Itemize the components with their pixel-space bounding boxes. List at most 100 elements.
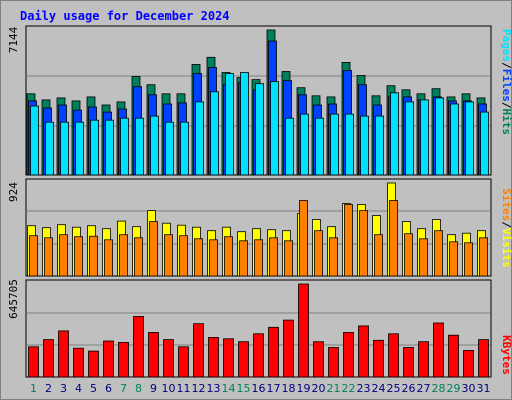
bar-kbytes-day-16 [253,333,264,378]
bar-kbytes-day-29 [448,334,459,378]
bar-pages-day-7 [120,117,129,176]
x-tick-label-day-4: 4 [75,382,82,395]
bar-kbytes-day-4 [73,347,84,378]
x-tick-label-day-19: 19 [297,382,311,395]
visits-sites-bars [27,182,490,277]
x-tick-label-day-5: 5 [90,382,97,395]
x-tick-label-day-13: 13 [207,382,221,395]
x-tick-label-day-27: 27 [417,382,431,395]
bar-pages-day-14 [225,73,234,176]
visits-sites-legend: Sites/Visits [500,188,512,268]
hits-files-pages-legend: Pages/Files/Hits [500,29,512,135]
hits-files-pages-ymax-label: 7144 [7,26,20,53]
bar-kbytes-day-23 [358,325,369,378]
bar-sites-day-7 [119,234,128,277]
bar-pages-day-19 [300,113,309,176]
legend-hits: Hits [500,109,512,136]
bar-kbytes-day-31 [478,339,489,378]
bar-kbytes-day-10 [163,339,174,378]
bar-sites-day-23 [359,210,368,277]
bar-sites-day-11 [179,235,188,277]
x-tick-label-day-3: 3 [60,382,67,395]
bar-kbytes-day-25 [388,333,399,378]
bar-sites-day-9 [149,221,158,277]
legend-sites: Sites [500,188,512,221]
bar-kbytes-day-21 [328,347,339,378]
visits-sites-ymax-label: 924 [7,182,20,202]
bar-sites-day-13 [209,239,218,277]
chart-title: Daily usage for December 2024 [20,9,230,23]
panel-hits-files-pages: 7144 Pages/Files/Hits [7,25,512,176]
bar-pages-day-12 [195,101,204,176]
bar-sites-day-4 [74,236,83,277]
x-tick-label-day-16: 16 [252,382,266,395]
bar-pages-day-17 [270,81,279,176]
bar-pages-day-29 [450,103,459,176]
bar-kbytes-day-12 [193,323,204,378]
bar-sites-day-30 [464,242,473,277]
bar-kbytes-day-6 [103,340,114,378]
bar-pages-day-8 [135,117,144,176]
x-tick-label-day-15: 15 [237,382,251,395]
bar-sites-day-27 [419,238,428,277]
bar-pages-day-9 [150,115,159,176]
bar-pages-day-28 [435,97,444,176]
bar-sites-day-6 [104,239,113,277]
bar-sites-day-5 [89,235,98,277]
bar-pages-day-13 [210,91,219,176]
panel-visits-sites: 924 Sites/Visits [7,178,512,277]
bar-sites-day-22 [344,204,353,277]
bar-kbytes-day-30 [463,349,474,378]
bar-pages-day-30 [465,101,474,176]
bar-sites-day-20 [314,230,323,277]
bar-pages-day-2 [45,121,54,176]
bar-sites-day-26 [404,233,413,277]
x-tick-label-day-11: 11 [177,382,191,395]
x-tick-label-day-9: 9 [150,382,157,395]
bar-pages-day-11 [180,121,189,176]
x-axis-day-labels: 1 2 3 4 5 6 7 8 9 10 11 12 13 14 15 16 17 18 19 20 21 22 23 24 2… [30,382,491,395]
bar-pages-day-5 [90,119,99,176]
x-tick-label-day-22: 22 [342,382,356,395]
bar-sites-day-16 [254,239,263,277]
bar-kbytes-day-3 [58,330,69,378]
legend-visits: Visits [500,228,512,268]
bar-pages-day-4 [75,121,84,176]
bar-sites-day-29 [449,241,458,277]
bar-pages-day-23 [360,115,369,176]
bar-pages-day-31 [480,111,489,176]
bar-kbytes-day-13 [208,336,219,378]
bar-sites-day-3 [59,234,68,277]
x-tick-label-day-10: 10 [162,382,176,395]
bar-kbytes-day-18 [283,319,294,378]
bar-kbytes-day-22 [343,331,354,378]
kbytes-legend: KBytes [500,335,512,375]
x-tick-label-day-23: 23 [357,382,371,395]
bar-kbytes-day-28 [433,322,444,378]
x-tick-label-day-29: 29 [447,382,461,395]
x-tick-label-day-18: 18 [282,382,296,395]
bar-pages-day-27 [420,99,429,176]
bar-sites-day-1 [29,235,38,277]
bar-sites-day-24 [374,234,383,277]
bar-pages-day-21 [330,113,339,176]
bar-kbytes-day-17 [268,326,279,378]
bar-kbytes-day-2 [43,339,54,378]
bar-sites-day-8 [134,237,143,277]
x-tick-label-day-17: 17 [267,382,281,395]
panel-kbytes: 645705 KBytes [7,279,512,378]
bar-sites-day-25 [389,200,398,277]
bar-pages-day-6 [105,119,114,176]
x-tick-label-day-20: 20 [312,382,326,395]
bar-kbytes-day-5 [88,350,99,378]
bar-kbytes-day-20 [313,341,324,378]
x-tick-label-day-1: 1 [30,382,37,395]
x-tick-label-day-7: 7 [120,382,127,395]
bar-kbytes-day-11 [178,346,189,378]
bar-sites-day-15 [239,240,248,277]
bar-kbytes-day-27 [418,341,429,378]
x-tick-label-day-24: 24 [372,382,386,395]
bar-kbytes-day-26 [403,347,414,378]
bar-pages-day-18 [285,117,294,176]
bar-kbytes-day-15 [238,341,249,378]
